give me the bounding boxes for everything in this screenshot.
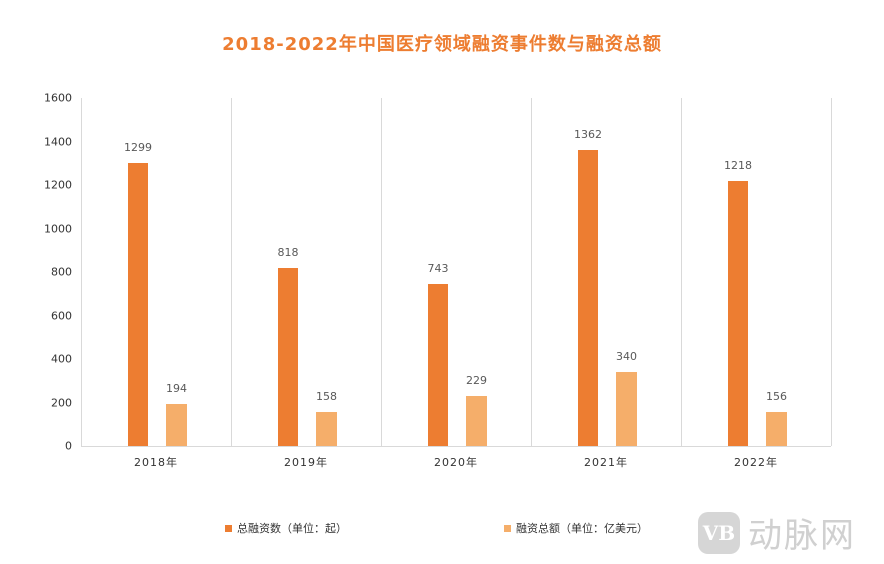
bar-total-deals (728, 181, 748, 446)
watermark: VB 动脉网 (698, 508, 856, 557)
category-divider (831, 98, 832, 446)
legend-label: 总融资数（单位：起） (237, 522, 347, 535)
y-tick: 0 (65, 439, 72, 453)
watermark-text: 动脉网 (748, 516, 856, 556)
bar-total-amount (316, 411, 337, 446)
data-label: 1299 (124, 141, 152, 155)
bar-total-deals (128, 163, 148, 446)
legend-swatch (225, 524, 232, 532)
bar-total-deals (578, 149, 598, 446)
bar-total-amount (616, 372, 637, 446)
data-label: 1362 (574, 127, 602, 141)
y-tick: 1400 (44, 135, 72, 148)
y-tick: 400 (51, 352, 72, 366)
data-label: 156 (766, 390, 787, 404)
x-tick: 2021年 (584, 456, 628, 469)
data-label: 818 (277, 246, 299, 260)
x-tick: 2020年 (434, 456, 478, 469)
vb-logo-icon: VB (698, 511, 740, 554)
y-tick: 1600 (44, 91, 72, 105)
category-divider (81, 98, 82, 446)
x-axis-line (81, 446, 831, 447)
bar-total-amount (766, 412, 787, 446)
y-tick: 800 (51, 265, 72, 279)
data-label: 1218 (724, 159, 752, 173)
chart-title: 2018-2022年中国医疗领域融资事件数与融资总额 (222, 34, 662, 55)
bar-total-amount (466, 396, 487, 446)
x-tick: 2019年 (284, 456, 328, 469)
bar-total-amount (166, 403, 187, 446)
data-label: 158 (316, 389, 337, 403)
bar-total-deals (278, 268, 298, 446)
plot-area: 1299 194 818 158 743 229 1362 340 1218 156 (81, 98, 832, 447)
legend-item-total-amount: 融资总额（单位：亿美元） (504, 520, 648, 536)
data-label: 194 (166, 381, 187, 395)
legend-swatch (504, 524, 511, 532)
x-tick: 2018年 (134, 456, 178, 469)
data-label: 229 (466, 374, 487, 388)
category-divider (681, 98, 682, 446)
x-tick: 2022年 (734, 456, 778, 469)
bar-total-deals (428, 284, 448, 446)
data-label: 340 (616, 350, 637, 364)
y-tick: 1200 (44, 178, 72, 192)
data-label: 743 (427, 262, 449, 276)
y-tick: 600 (51, 309, 72, 322)
y-tick: 1000 (44, 222, 72, 235)
category-divider (231, 98, 232, 446)
legend-label: 融资总额（单位：亿美元） (516, 522, 648, 535)
y-tick: 200 (51, 396, 72, 409)
legend-item-total-deals: 总融资数（单位：起） (225, 520, 347, 536)
category-divider (381, 98, 382, 446)
category-divider (531, 98, 532, 446)
